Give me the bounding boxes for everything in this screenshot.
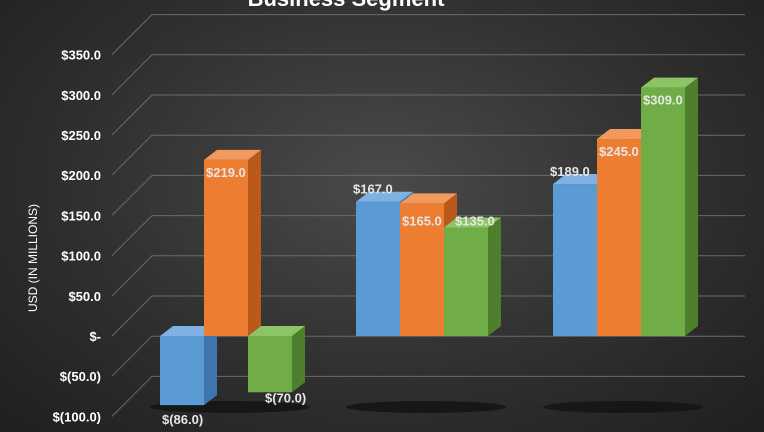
data-label: $(86.0) xyxy=(162,412,203,427)
bar-front xyxy=(553,184,597,336)
gridline xyxy=(111,215,745,256)
y-tick-label: $300.0 xyxy=(61,88,101,103)
y-tick-label: $(50.0) xyxy=(60,369,101,384)
bar-orange xyxy=(204,149,261,336)
data-label: $309.0 xyxy=(643,93,683,108)
chart-title: Business Segment xyxy=(248,0,446,11)
y-tick-label: $150.0 xyxy=(61,208,101,223)
data-label: $(70.0) xyxy=(265,390,306,405)
gridline xyxy=(111,375,745,417)
gridline xyxy=(111,14,745,55)
bar-side xyxy=(292,326,305,393)
data-label: $135.0 xyxy=(455,213,495,228)
y-tick-label: $(100.0) xyxy=(53,409,101,424)
y-tick-label: $350.0 xyxy=(61,48,101,63)
bar-side xyxy=(204,326,217,406)
data-label: $165.0 xyxy=(402,213,442,228)
bar-front xyxy=(444,227,488,336)
bar-blue xyxy=(160,326,217,406)
bar-front xyxy=(160,336,204,406)
data-label: $167.0 xyxy=(353,182,393,197)
bar-side xyxy=(685,77,698,337)
y-axis-title: USD (IN MILLIONS) xyxy=(26,204,40,312)
bar-green xyxy=(444,217,501,336)
y-tick-label: $200.0 xyxy=(61,168,101,183)
bar-top xyxy=(248,326,305,336)
bar-front xyxy=(400,203,444,336)
gridline xyxy=(111,174,745,216)
bar-top xyxy=(160,326,217,336)
bar-shadow xyxy=(346,401,506,413)
bar-front xyxy=(248,336,292,393)
bar-top xyxy=(553,174,610,185)
gridlines xyxy=(111,14,745,417)
data-labels: $(86.0) $219.0 $(70.0) $167.0 $165.0 $135.0 $1… xyxy=(162,93,683,428)
data-label: $245.0 xyxy=(599,144,639,159)
bar-green xyxy=(248,326,305,393)
y-tick-label: $50.0 xyxy=(68,289,101,304)
gridline xyxy=(111,134,745,176)
y-tick-label: $100.0 xyxy=(61,249,101,264)
bar-side xyxy=(488,217,501,336)
bar-top xyxy=(204,149,261,160)
gridline xyxy=(111,335,745,377)
gridline xyxy=(111,94,745,136)
bar-green xyxy=(641,77,698,337)
bar-front xyxy=(204,159,248,336)
bar-front xyxy=(597,139,641,336)
bar-shadow xyxy=(543,401,703,413)
y-axis-ticks: $350.0 $300.0 $250.0 $200.0 $150.0 $100.0 $50.… xyxy=(53,48,101,425)
bar-shadows xyxy=(150,401,703,413)
gridline xyxy=(111,295,745,337)
bar-front xyxy=(641,87,685,337)
y-tick-label: $250.0 xyxy=(61,128,101,143)
bar-side xyxy=(248,149,261,336)
bar-top xyxy=(597,129,654,140)
bar-top xyxy=(444,217,501,228)
data-label: $189.0 xyxy=(550,164,590,179)
bars xyxy=(160,77,698,406)
gridline xyxy=(111,255,745,297)
gridline xyxy=(111,54,745,96)
bar-top xyxy=(400,193,457,204)
y-tick-label: $- xyxy=(89,329,101,344)
bar-front xyxy=(356,201,400,336)
bar-top xyxy=(641,77,698,88)
data-label: $219.0 xyxy=(206,165,246,180)
bar-top xyxy=(356,191,413,202)
